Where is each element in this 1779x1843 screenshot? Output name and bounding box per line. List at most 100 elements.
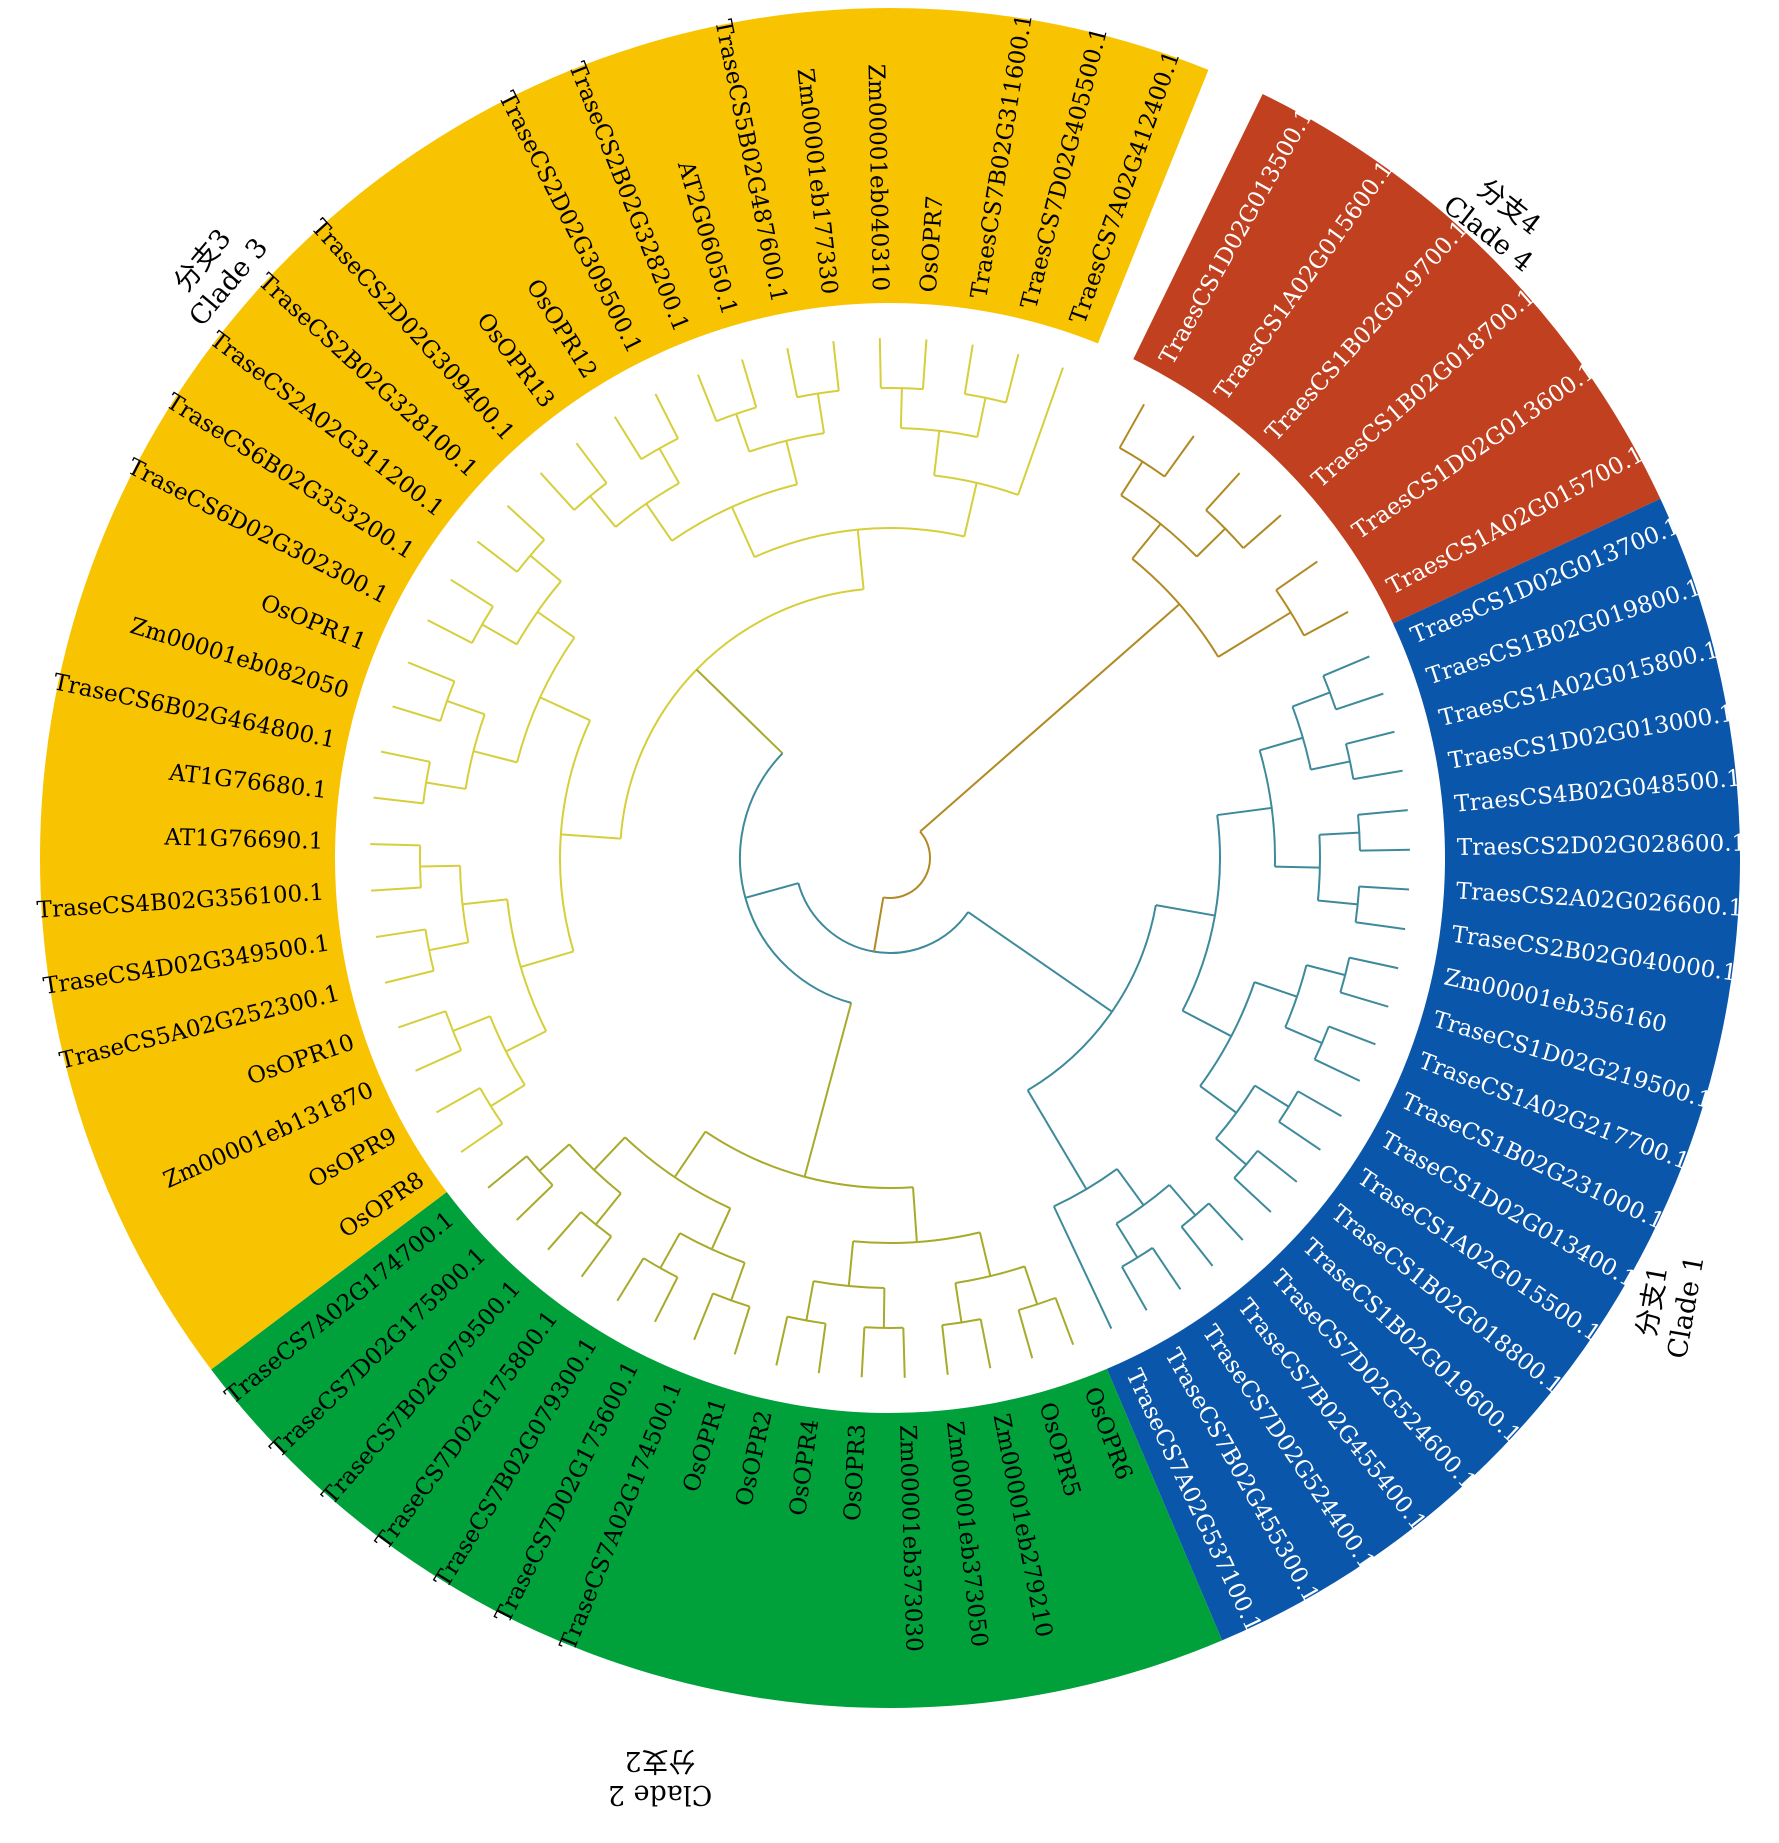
clade3-branch-radial bbox=[536, 610, 575, 639]
leaf-label: AT1G76690.1 bbox=[163, 825, 323, 855]
clade1-branch-radial bbox=[1355, 921, 1406, 931]
clade-join-radial bbox=[803, 1002, 853, 1178]
clade1-branch-radial bbox=[1310, 760, 1351, 771]
clade3-branch-radial bbox=[506, 505, 545, 541]
clade3-branch-radial bbox=[520, 950, 574, 968]
clade3-branch-radial bbox=[370, 886, 421, 892]
leaf-label: OsOPR3 bbox=[840, 1423, 871, 1521]
clade3-branch-radial bbox=[490, 1084, 526, 1107]
clade2-branch-radial bbox=[730, 1262, 746, 1301]
clade2-branch-arc bbox=[853, 1231, 981, 1244]
clade2-branch-arc bbox=[643, 1257, 678, 1279]
clade3-branch-radial bbox=[415, 1049, 462, 1072]
clade3-branch-arc bbox=[459, 865, 470, 943]
clade-join-radial bbox=[967, 911, 1113, 1013]
clade2-branch-radial bbox=[1023, 1266, 1039, 1305]
clade3-branch-radial bbox=[529, 554, 562, 582]
clade2-branch-radial bbox=[487, 1155, 528, 1189]
clade3-branch-arc bbox=[516, 636, 576, 763]
clade3-branch-arc bbox=[471, 605, 494, 644]
clade3-branch-radial bbox=[832, 340, 840, 391]
clade2-branch-arc bbox=[864, 1326, 904, 1329]
clade1-branch-radial bbox=[1292, 691, 1331, 708]
clade3-branch-arc bbox=[489, 1015, 526, 1086]
clade3-branch-radial bbox=[481, 623, 518, 646]
clade1-branch-arc bbox=[1322, 675, 1337, 710]
clade1-branch-arc bbox=[1233, 1150, 1259, 1179]
clade1-branch-radial bbox=[1359, 848, 1410, 852]
clade1-branch-radial bbox=[1278, 1120, 1321, 1151]
clade1-branch-arc bbox=[1215, 1085, 1256, 1140]
clade3-branch-radial bbox=[375, 928, 426, 939]
clade1-branch-radial bbox=[1359, 885, 1410, 891]
leaf-label: TraesCS2D02G028600.1 bbox=[1457, 830, 1747, 861]
clade3-branch-radial bbox=[899, 388, 903, 429]
clade2-branch-arc bbox=[1018, 1296, 1056, 1312]
clade2-branch-radial bbox=[659, 1232, 681, 1269]
clade3-branch-radial bbox=[613, 416, 643, 460]
clade3-branch-radial bbox=[428, 941, 469, 952]
clade2-branch-arc bbox=[955, 1265, 1025, 1284]
clade2-branch-radial bbox=[654, 1276, 679, 1323]
clade3-branch-radial bbox=[462, 898, 508, 906]
clade4-branch-arc bbox=[1205, 509, 1245, 549]
clade2-branch-radial bbox=[593, 1136, 626, 1171]
clade2-branch-radial bbox=[547, 1211, 582, 1251]
clade2-branch-radial bbox=[710, 1207, 732, 1250]
clade3-branch-radial bbox=[505, 1030, 547, 1053]
clade1-branch-radial bbox=[1306, 964, 1346, 977]
clade1-branch-radial bbox=[1026, 1089, 1088, 1190]
clade1-branch-radial bbox=[1257, 1149, 1298, 1183]
clade2-branch-radial bbox=[616, 1257, 645, 1302]
clade3-branch-arc bbox=[640, 437, 679, 461]
clade1-branch-radial bbox=[1115, 1223, 1139, 1259]
clade1-branch-radial bbox=[1353, 769, 1403, 781]
clade3-branch-radial bbox=[560, 833, 621, 840]
clade-1-label: 分支1 Clade 1 bbox=[1631, 1253, 1710, 1361]
clade-join-arc bbox=[797, 882, 969, 954]
clade1-branch-radial bbox=[1208, 1202, 1244, 1241]
clade2-branch-arc bbox=[624, 1136, 731, 1210]
clade3-branch-radial bbox=[785, 440, 799, 485]
clade4-branch-arc bbox=[1120, 494, 1198, 558]
clade3-branch-radial bbox=[816, 393, 825, 434]
clade3-branch-arc bbox=[934, 474, 1019, 496]
clade1-branch-radial bbox=[1182, 1009, 1232, 1038]
clade2-branch-radial bbox=[941, 1324, 949, 1375]
clade3-branch-arc bbox=[464, 714, 486, 790]
clade3-branch-radial bbox=[575, 442, 608, 484]
clade2-branch-radial bbox=[1017, 1309, 1034, 1359]
clade1-branch-radial bbox=[1121, 1266, 1148, 1311]
clade2-wedge bbox=[211, 1192, 1223, 1708]
clade3-branch-radial bbox=[452, 1015, 491, 1032]
clade1-branch-radial bbox=[1345, 730, 1395, 745]
clade3-wedge bbox=[40, 7, 1209, 1370]
clade4-branch-radial bbox=[1217, 611, 1292, 658]
clade1-branch-radial bbox=[1274, 865, 1320, 869]
root-arc bbox=[883, 830, 931, 899]
clade3-branch-arc bbox=[506, 899, 548, 1032]
clade1-branch-radial bbox=[1217, 806, 1272, 817]
clade4-branch-arc bbox=[1119, 447, 1166, 478]
clade3-branch-radial bbox=[976, 397, 987, 438]
clade1-branch-arc bbox=[1357, 814, 1361, 851]
clade3-branch-radial bbox=[420, 864, 461, 868]
clade1-branch-radial bbox=[1284, 1026, 1323, 1045]
clade3-branch-radial bbox=[473, 750, 518, 764]
clade3-branch-radial bbox=[446, 700, 486, 716]
clade3-branch-radial bbox=[436, 1087, 481, 1114]
clade3-branch-arc bbox=[444, 1010, 463, 1051]
clade1-branch-radial bbox=[1199, 1085, 1237, 1114]
clade-join-radial bbox=[745, 882, 799, 899]
clade1-wedge bbox=[1106, 498, 1740, 1641]
clade3-branch-arc bbox=[614, 482, 680, 528]
clade3-branch-arc bbox=[439, 680, 456, 722]
clade1-branch-radial bbox=[1357, 809, 1408, 816]
clade4-branch-radial bbox=[1131, 523, 1162, 560]
clade3-branch-arc bbox=[559, 719, 591, 952]
clade3-branch-radial bbox=[786, 348, 799, 398]
clade3-branch-arc bbox=[515, 580, 562, 645]
clade3-branch-radial bbox=[407, 661, 455, 683]
clade3-branch-radial bbox=[735, 413, 751, 453]
